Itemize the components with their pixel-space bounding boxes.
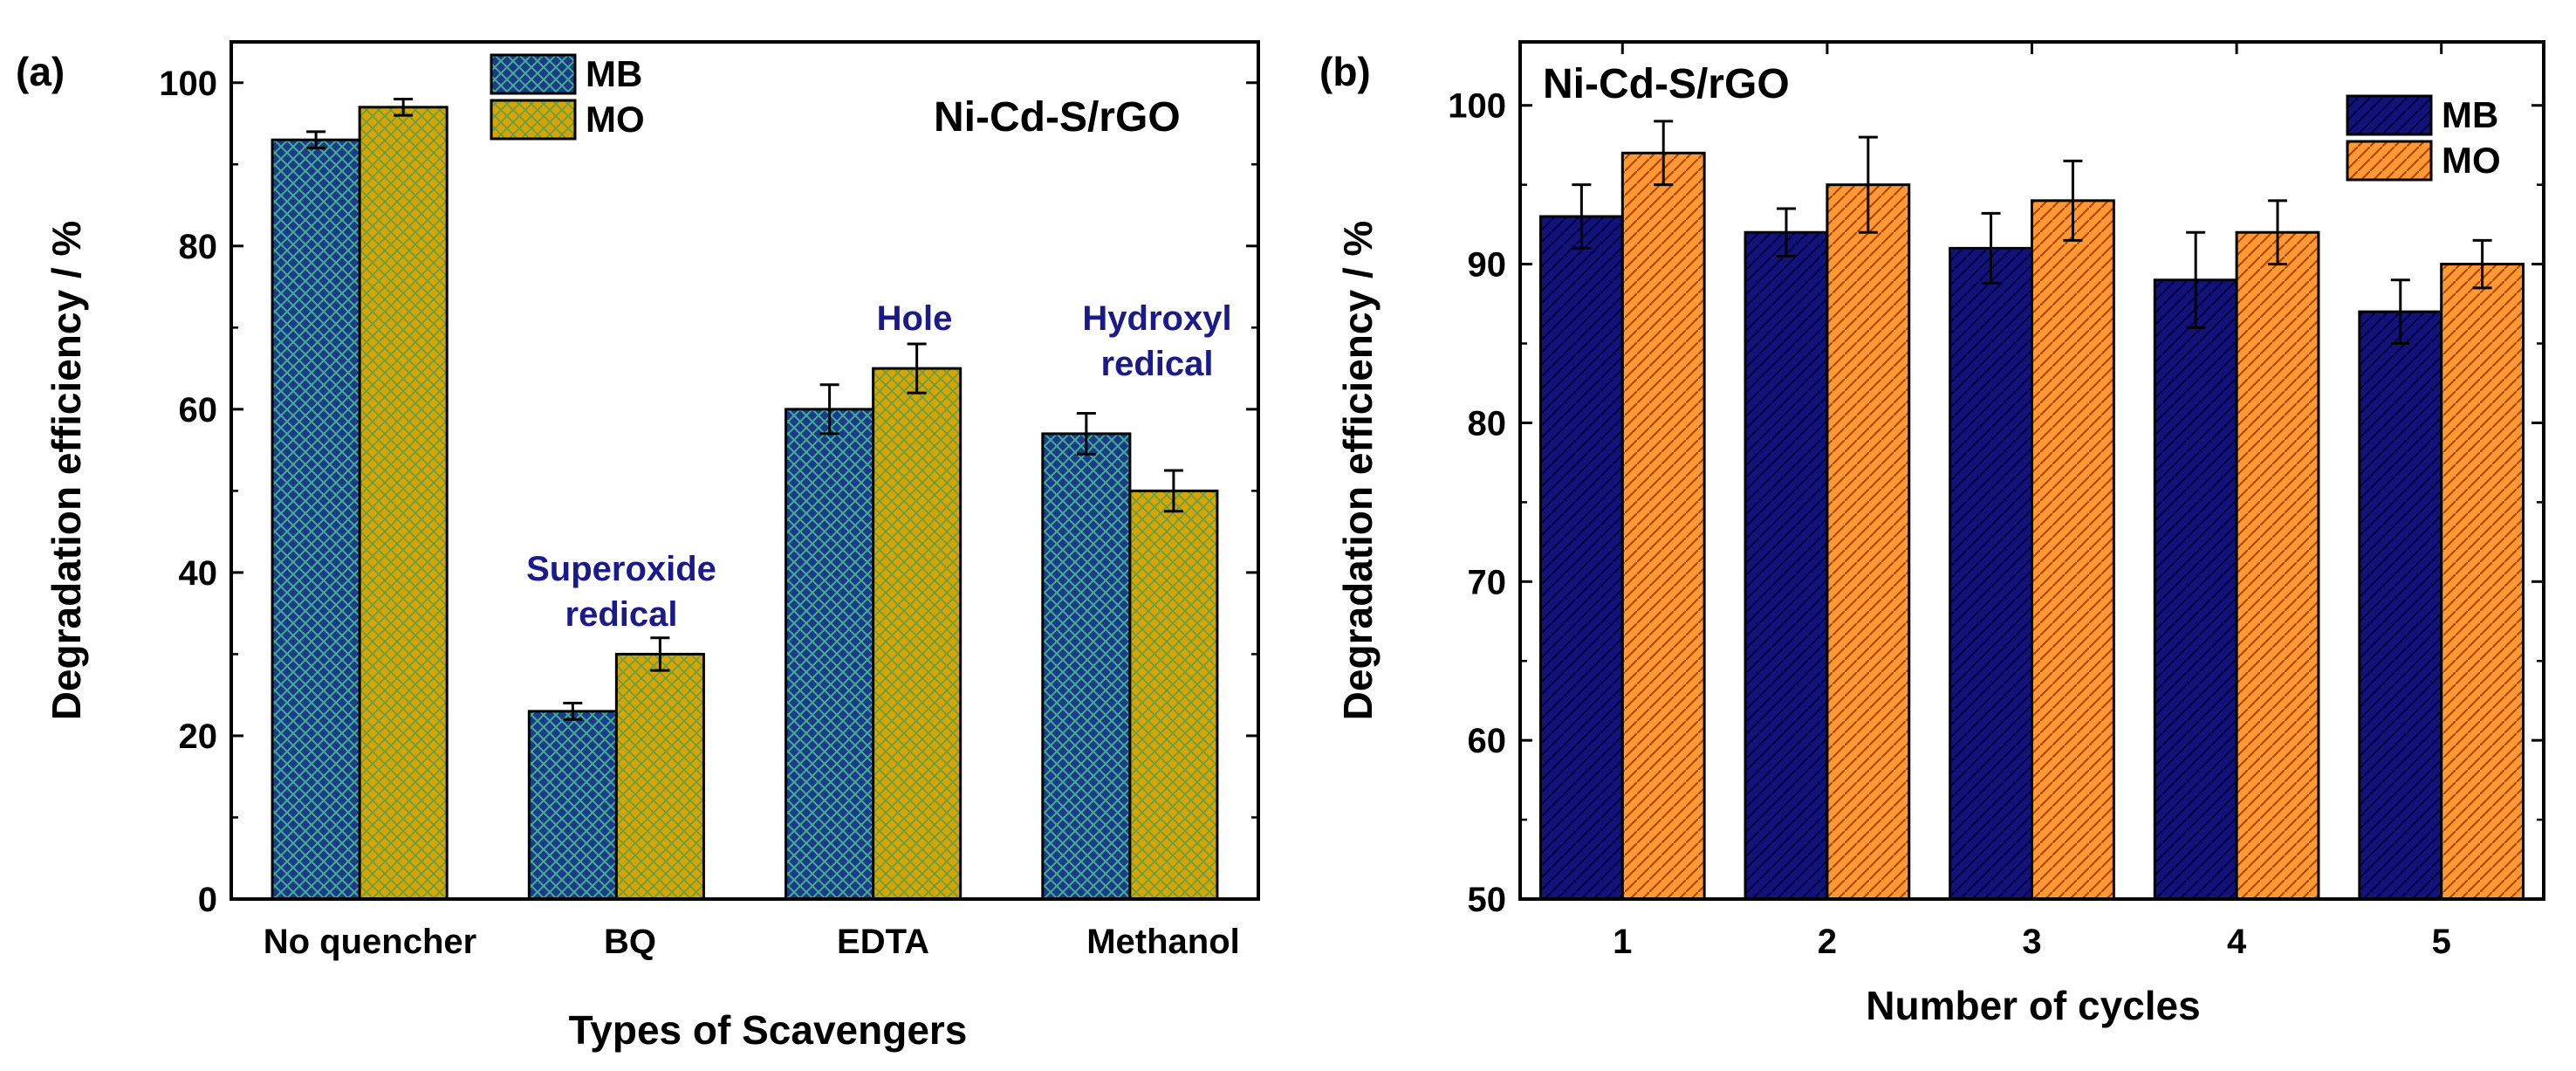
bar-mb-2 bbox=[1744, 230, 1829, 901]
bar-mb-bq bbox=[527, 710, 618, 901]
error-bar-mo-bq bbox=[650, 636, 670, 672]
legend-swatch-mb bbox=[490, 53, 577, 95]
x-tick-label: BQ bbox=[604, 923, 656, 961]
panel-b-x-tick-labels: 1 2 3 4 5 bbox=[1613, 923, 2451, 961]
legend-label-mo: MO bbox=[586, 99, 645, 140]
error-bar-mo-3 bbox=[2063, 159, 2083, 242]
legend-label-mb: MB bbox=[586, 53, 642, 94]
x-tick-label: 4 bbox=[2227, 923, 2247, 961]
y-tick-label: 80 bbox=[1468, 404, 1507, 443]
y-tick-label: 70 bbox=[1468, 563, 1507, 601]
x-tick-label: EDTA bbox=[837, 923, 929, 961]
y-tick-label: 50 bbox=[1468, 881, 1507, 919]
error-bar-mb-no-quencher bbox=[306, 130, 326, 150]
panel-a-plot-frame bbox=[230, 40, 1260, 901]
error-bar-mo-1 bbox=[1654, 120, 1674, 187]
legend-label-mo: MO bbox=[2442, 140, 2501, 181]
bar-mb-3 bbox=[1949, 246, 2033, 901]
bar-mo-edta bbox=[872, 367, 963, 901]
annotation-hole: Hole bbox=[877, 299, 953, 338]
bar-mo-3 bbox=[2031, 199, 2115, 901]
panel-a-ticks bbox=[231, 81, 1258, 901]
panel-b-bars bbox=[1538, 120, 2525, 901]
error-bar-mb-bq bbox=[563, 702, 583, 721]
annotation-superoxide-line2: redical bbox=[565, 595, 678, 634]
y-tick-label: 20 bbox=[179, 717, 218, 756]
x-tick-label: No quencher bbox=[264, 923, 476, 961]
bar-mb-no-quencher bbox=[271, 138, 361, 901]
panel-a-tag: (a) bbox=[16, 49, 65, 94]
bar-mb-1 bbox=[1538, 215, 1624, 901]
error-bar-mo-4 bbox=[2268, 199, 2288, 266]
panel-a-annotations: Superoxide redical Hole Hydroxyl redical bbox=[526, 299, 1232, 634]
y-tick-label: 100 bbox=[1448, 87, 1506, 126]
error-bar-mo-methanol bbox=[1163, 469, 1183, 513]
y-tick-label: 60 bbox=[1468, 722, 1507, 760]
legend-swatch-mb bbox=[2346, 94, 2433, 136]
y-tick-label: 40 bbox=[179, 554, 218, 593]
error-bar-mb-edta bbox=[819, 383, 839, 436]
error-bar-mb-2 bbox=[1776, 207, 1796, 257]
annotation-hydroxyl-line2: redical bbox=[1101, 345, 1214, 383]
error-bar-mo-edta bbox=[907, 342, 927, 395]
error-bar-mo-2 bbox=[1858, 135, 1878, 234]
x-tick-label: 1 bbox=[1613, 923, 1632, 961]
bar-mb-methanol bbox=[1041, 432, 1132, 901]
error-bar-mo-no-quencher bbox=[394, 97, 414, 117]
y-tick-label: 100 bbox=[159, 65, 217, 103]
x-tick-label: 2 bbox=[1818, 923, 1837, 961]
error-bar-mb-3 bbox=[1981, 211, 2001, 285]
x-tick-label: Methanol bbox=[1086, 923, 1240, 961]
bar-mb-5 bbox=[2358, 310, 2443, 901]
bar-mo-5 bbox=[2440, 263, 2525, 901]
bar-mo-1 bbox=[1620, 151, 1706, 901]
x-tick-label: 3 bbox=[2022, 923, 2041, 961]
chart-panel-a: (a) 0 20 40 60 80 100 No quencher BQ EDTA Methan… bbox=[16, 40, 1260, 1053]
x-tick-label: 5 bbox=[2432, 923, 2451, 961]
bar-mo-methanol bbox=[1128, 489, 1219, 901]
error-bar-mb-4 bbox=[2186, 230, 2206, 329]
panel-a-title: Ni-Cd-S/rGO bbox=[934, 94, 1181, 141]
legend-label-mb: MB bbox=[2442, 94, 2498, 135]
panel-a-x-axis-label: Types of Scavengers bbox=[569, 1007, 968, 1053]
annotation-hydroxyl-line1: Hydroxyl bbox=[1082, 299, 1231, 338]
bar-mb-4 bbox=[2153, 278, 2238, 901]
bar-mo-no-quencher bbox=[358, 106, 449, 901]
panel-a-x-tick-labels: No quencher BQ EDTA Methanol bbox=[264, 923, 1240, 961]
panel-a-y-axis-label: Degradation efficiency / % bbox=[44, 221, 89, 721]
error-bar-mb-5 bbox=[2390, 278, 2410, 346]
panel-b-tag: (b) bbox=[1319, 49, 1371, 94]
legend-swatch-mo bbox=[490, 99, 577, 141]
panel-b-title: Ni-Cd-S/rGO bbox=[1543, 61, 1790, 107]
error-bar-mb-1 bbox=[1572, 183, 1592, 250]
panel-a-y-tick-labels: 0 20 40 60 80 100 bbox=[159, 65, 217, 919]
y-tick-label: 80 bbox=[179, 228, 218, 266]
panel-a-legend: MB MO bbox=[490, 53, 645, 141]
bar-mb-edta bbox=[784, 408, 875, 901]
panel-a-bars bbox=[271, 97, 1219, 901]
legend-swatch-mo bbox=[2346, 140, 2433, 182]
bar-mo-bq bbox=[614, 652, 705, 901]
bar-mo-4 bbox=[2235, 230, 2320, 901]
annotation-superoxide-line1: Superoxide bbox=[526, 550, 716, 588]
panel-b-y-axis-label: Degradation efficiency / % bbox=[1335, 221, 1380, 721]
panel-b-plot-frame bbox=[1518, 40, 2545, 901]
bar-mo-2 bbox=[1826, 183, 1911, 901]
y-tick-label: 0 bbox=[198, 881, 217, 919]
panel-b-y-tick-labels: 50 60 70 80 90 100 bbox=[1448, 87, 1506, 919]
panel-b-x-axis-label: Number of cycles bbox=[1866, 983, 2200, 1028]
y-tick-label: 60 bbox=[179, 391, 218, 429]
y-tick-label: 90 bbox=[1468, 246, 1507, 285]
panel-b-legend: MB MO bbox=[2346, 94, 2501, 182]
error-bar-mo-5 bbox=[2472, 238, 2492, 290]
error-bar-mb-methanol bbox=[1076, 412, 1096, 456]
chart-panel-b: (b) 50 60 70 80 90 100 1 2 3 4 5 Degradation effi… bbox=[1319, 40, 2545, 1028]
